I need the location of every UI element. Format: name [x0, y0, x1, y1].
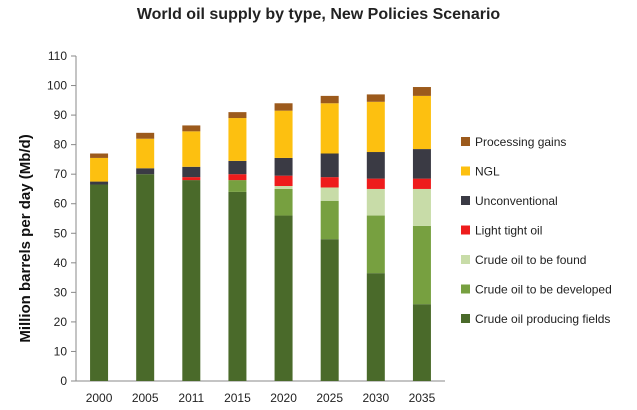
- x-tick-label: 2011: [178, 391, 204, 405]
- bar-segment: [274, 175, 293, 186]
- bar-segment: [274, 188, 293, 216]
- legend-swatch: [461, 166, 470, 176]
- y-tick-label: 70: [54, 167, 68, 181]
- legend-label: Processing gains: [475, 135, 566, 149]
- bar-segment: [182, 177, 201, 181]
- bar-segment: [320, 177, 339, 188]
- legend-swatch: [461, 137, 470, 146]
- bar-segment: [90, 184, 109, 381]
- bar-segment: [320, 95, 339, 104]
- bar-segment: [274, 110, 293, 158]
- legend-label: Unconventional: [475, 194, 558, 208]
- y-axis-ticks: 0 10 20 30 40 50 60 70 80 90 100 110: [47, 49, 76, 388]
- x-tick-label: 2035: [409, 391, 436, 405]
- y-tick-label: 100: [47, 79, 67, 93]
- bar-segment: [90, 181, 109, 185]
- bar-segment: [412, 225, 431, 305]
- x-tick-label: 2020: [270, 391, 297, 405]
- bar-stacks: [90, 87, 431, 381]
- bar-segment: [412, 149, 431, 179]
- chart-legend: Processing gains NGL Unconventional Light t…: [461, 135, 612, 326]
- legend-swatch: [461, 225, 470, 235]
- y-tick-label: 0: [60, 374, 67, 388]
- bar-segment: [412, 95, 431, 150]
- y-tick-label: 60: [54, 197, 68, 211]
- bar-segment: [366, 152, 385, 179]
- bar-segment: [320, 187, 339, 201]
- bar-segment: [274, 157, 293, 176]
- x-tick-label: 2030: [362, 391, 389, 405]
- legend-swatch: [461, 314, 470, 323]
- x-tick-label: 2000: [86, 391, 113, 405]
- legend-label: Crude oil to be developed: [475, 283, 612, 297]
- bar-segment: [182, 125, 201, 132]
- legend-label: Crude oil producing fields: [475, 312, 610, 326]
- x-tick-label: 2005: [132, 391, 159, 405]
- y-tick-label: 80: [54, 138, 68, 152]
- x-axis-ticks: 2000 2005 2011 2015 2020 2025 2030 2035: [86, 391, 436, 405]
- y-tick-label: 50: [54, 226, 68, 240]
- bar-segment: [412, 87, 431, 96]
- x-tick-label: 2015: [224, 391, 251, 405]
- y-tick-label: 30: [54, 285, 68, 299]
- bar-segment: [274, 103, 293, 111]
- legend-label: NGL: [475, 165, 500, 179]
- bar-segment: [228, 160, 247, 175]
- bar-segment: [274, 186, 293, 189]
- bar-segment: [136, 132, 155, 139]
- bar-segment: [228, 112, 247, 119]
- bar-segment: [412, 178, 431, 189]
- legend-swatch: [461, 284, 470, 294]
- chart-title: World oil supply by type, New Policies S…: [136, 6, 501, 23]
- bar-segment: [228, 118, 247, 161]
- bar-segment: [366, 178, 385, 189]
- y-tick-label: 40: [54, 256, 68, 270]
- y-tick-label: 10: [54, 344, 68, 358]
- bar-segment: [182, 180, 201, 381]
- legend-swatch: [461, 196, 470, 205]
- y-tick-label: 90: [54, 108, 68, 122]
- legend-swatch: [461, 255, 470, 264]
- bar-segment: [274, 215, 293, 381]
- bar-segment: [90, 153, 109, 158]
- bar-segment: [136, 138, 155, 169]
- bar-segment: [228, 180, 247, 192]
- bar-segment: [412, 188, 431, 226]
- bar-segment: [366, 94, 385, 102]
- legend-label: Crude oil to be found: [475, 253, 586, 267]
- bar-segment: [136, 168, 155, 175]
- bar-segment: [366, 215, 385, 274]
- y-axis-label: Million barrels per day (Mb/d): [17, 134, 34, 342]
- bar-segment: [366, 101, 385, 153]
- bar-segment: [182, 166, 201, 178]
- bar-segment: [90, 157, 109, 182]
- legend-label: Light tight oil: [475, 224, 542, 238]
- bar-segment: [320, 103, 339, 154]
- y-tick-label: 110: [48, 49, 67, 63]
- bar-segment: [136, 174, 155, 381]
- chart-axes: [75, 56, 445, 382]
- bar-segment: [366, 188, 385, 216]
- bar-segment: [228, 191, 247, 381]
- bar-segment: [182, 131, 201, 167]
- bar-segment: [412, 304, 431, 381]
- y-tick-label: 20: [54, 315, 68, 329]
- bar-segment: [228, 174, 247, 181]
- bar-segment: [320, 239, 339, 381]
- bar-segment: [320, 200, 339, 240]
- x-tick-label: 2025: [316, 391, 343, 405]
- bar-segment: [366, 273, 385, 381]
- bar-segment: [320, 153, 339, 178]
